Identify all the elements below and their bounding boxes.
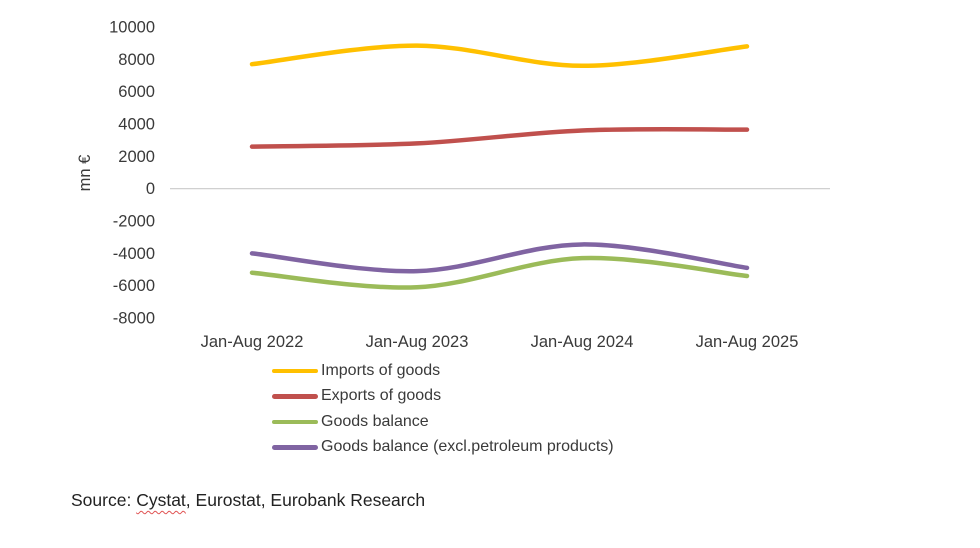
- legend-label: Exports of goods: [321, 387, 442, 405]
- legend-swatch: [272, 394, 318, 399]
- y-tick-label: 2000: [118, 148, 155, 166]
- legend-label: Goods balance (excl.petroleum products): [321, 438, 614, 456]
- source-suffix: , Eurostat, Eurobank Research: [185, 490, 426, 510]
- y-tick-label: -8000: [113, 310, 155, 328]
- legend-label: Imports of goods: [321, 361, 441, 379]
- chart-legend: Imports of goods Exports of goods Goods ba…: [272, 358, 614, 460]
- legend-label: Goods balance: [321, 412, 429, 430]
- y-tick-label: -4000: [113, 245, 155, 263]
- series-line-goods-balance-excl-petroleum-products: [249, 242, 750, 274]
- legend-swatch: [272, 445, 318, 450]
- legend-swatch: [272, 419, 318, 424]
- x-tick-label: Jan-Aug 2025: [696, 333, 799, 351]
- series-line-imports-of-goods: [249, 43, 750, 69]
- y-axis-title: mn €: [76, 155, 94, 192]
- source-text: Source: Cystat, Eurostat, Eurobank Resea…: [71, 490, 425, 511]
- y-tick-label: 8000: [118, 51, 155, 69]
- legend-item-goods-balance: Goods balance: [272, 409, 614, 435]
- line-chart: 10000 8000 6000 4000 2000 0 -2000 -4000 -6000 -80…: [76, 19, 830, 351]
- y-tick-label: 4000: [118, 116, 155, 134]
- legend-item-goods-balance-excl-petroleum-products: Goods balance (excl.petroleum products): [272, 435, 614, 461]
- y-tick-label: 6000: [118, 83, 155, 101]
- y-tick-label: 0: [146, 180, 155, 198]
- legend-swatch: [272, 368, 318, 373]
- y-tick-label: 10000: [109, 19, 155, 37]
- x-tick-label: Jan-Aug 2023: [366, 333, 469, 351]
- source-cystat: Cystat: [136, 490, 186, 510]
- legend-item-imports-of-goods: Imports of goods: [272, 358, 614, 384]
- x-tick-label: Jan-Aug 2022: [201, 333, 304, 351]
- legend-item-exports-of-goods: Exports of goods: [272, 384, 614, 410]
- source-prefix: Source:: [71, 490, 137, 510]
- y-tick-label: -6000: [113, 277, 155, 295]
- x-tick-label: Jan-Aug 2024: [531, 333, 634, 351]
- series-line-goods-balance: [249, 255, 750, 290]
- series-line-exports-of-goods: [249, 126, 750, 149]
- y-tick-label: -2000: [113, 213, 155, 231]
